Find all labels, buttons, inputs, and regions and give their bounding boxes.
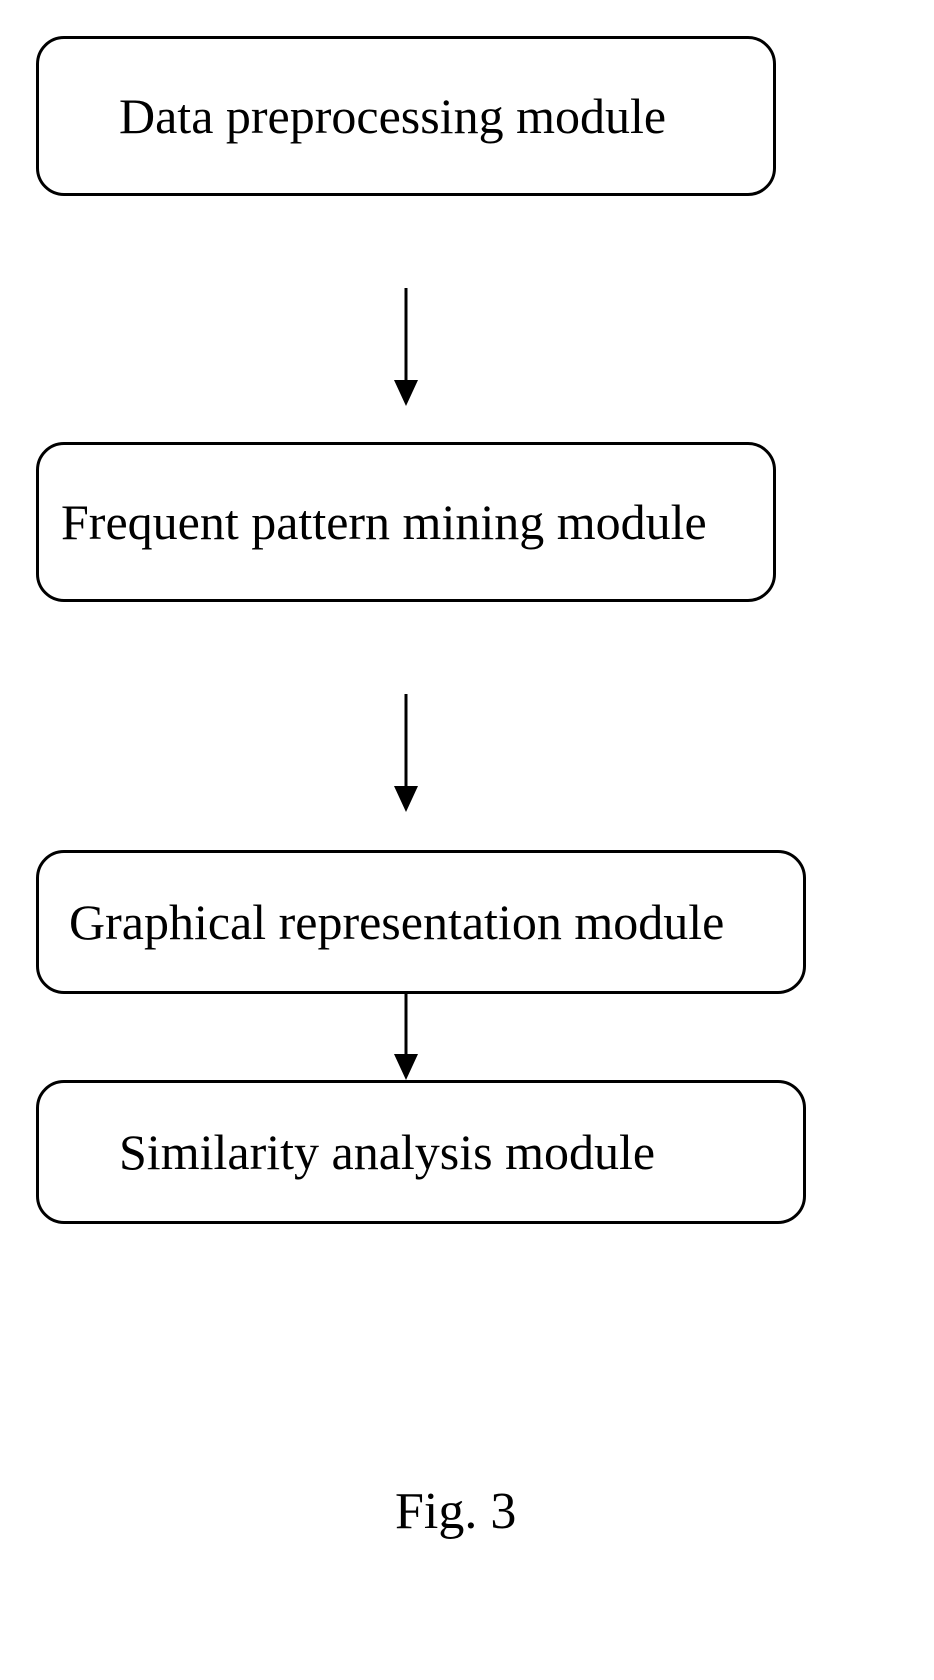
arrow-1-to-2: [386, 288, 426, 410]
node-label: Frequent pattern mining module: [61, 496, 707, 549]
flowchart-canvas: Data preprocessing module Frequent patte…: [0, 0, 934, 1680]
figure-caption: Fig. 3: [395, 1482, 516, 1541]
node-label: Graphical representation module: [69, 896, 724, 949]
node-similarity-analysis: Similarity analysis module: [36, 1080, 806, 1224]
node-label: Similarity analysis module: [119, 1126, 655, 1179]
node-graphical-representation: Graphical representation module: [36, 850, 806, 994]
node-data-preprocessing: Data preprocessing module: [36, 36, 776, 196]
node-label: Data preprocessing module: [119, 90, 666, 143]
caption-text: Fig. 3: [395, 1483, 516, 1540]
arrow-3-to-4: [386, 994, 426, 1084]
arrow-2-to-3: [386, 694, 426, 816]
node-frequent-pattern-mining: Frequent pattern mining module: [36, 442, 776, 602]
